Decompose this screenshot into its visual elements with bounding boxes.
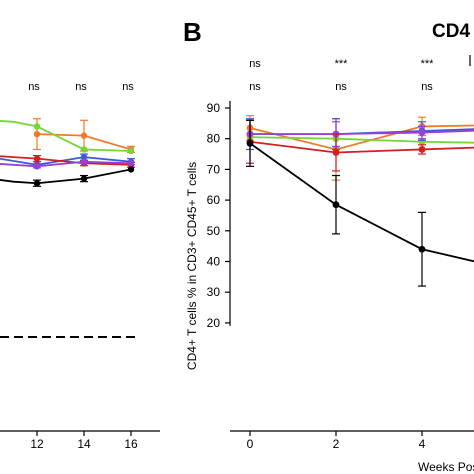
panel-b-y-tick-label: 80 (207, 132, 221, 146)
panel-b-series-4-point (418, 146, 426, 153)
panel-b-significance-row2: ns (421, 81, 433, 93)
panel-b-series-5 (246, 119, 474, 287)
panel-b: B CD4 20304050607080900246CD4+ T cells %… (183, 17, 474, 474)
panel-b-series-4-point (332, 149, 340, 156)
panel-a-series-4-point (127, 160, 135, 167)
panel-b-series-5-point (246, 139, 254, 147)
panel-a-series-4-point (80, 158, 88, 165)
panel-a-series-0-point (33, 130, 41, 138)
panel-b-title: CD4 (432, 21, 470, 42)
panel-a-series-1-point (33, 123, 41, 130)
panel-a-series-4 (0, 158, 135, 170)
panel-b-x-tick-label: 2 (333, 437, 340, 451)
panel-b-x-axis-label: Weeks Post (418, 460, 474, 474)
panel-a-series-4-line (0, 160, 132, 168)
panel-b-x-tick-label: 4 (419, 437, 426, 451)
panel-b-series-3-point (418, 129, 426, 136)
panel-a-x-tick-label: 16 (124, 437, 138, 451)
panel-b-y-tick-label: 20 (207, 316, 221, 330)
panel-a-partial: 12 ns 14 ns 16 ns (0, 81, 160, 451)
panel-a-series-3-line (0, 155, 132, 166)
panel-a-series-5 (0, 166, 135, 187)
panel-a-series-2-point (80, 153, 88, 161)
panel-a-x-tick-label: 14 (77, 437, 91, 451)
panel-a-series-5-point (33, 180, 41, 187)
panel-b-y-tick-label: 60 (207, 193, 221, 207)
panel-a-significance: ns (28, 81, 40, 93)
panel-b-series-5-line (249, 142, 474, 263)
panel-a-series-1-point (127, 147, 135, 155)
panel-b-x-tick-label: 0 (247, 437, 254, 451)
panel-a-significance: ns (122, 81, 134, 93)
panel-b-series-5-point (418, 245, 426, 253)
panel-b-y-axis-label: CD4+ T cells % in CD3+ CD45+ T cells (185, 162, 199, 370)
panel-b-series-4 (246, 119, 474, 172)
panel-b-series-5-point (332, 201, 340, 209)
panel-a-series-5-point (80, 175, 88, 182)
panel-b-y-tick-label: 70 (207, 162, 221, 176)
panel-b-significance-row1: *** (421, 58, 435, 70)
panel-a-series-5-line (0, 168, 132, 185)
panel-a-significance: ns (75, 81, 87, 93)
panel-b-y-tick-label: 50 (207, 224, 221, 238)
panel-b-significance-row2: ns (249, 81, 261, 93)
panel-b-significance-row1: ns (249, 58, 261, 70)
panel-a-series-1-point (80, 146, 88, 153)
panel-a-series-4-point (33, 163, 41, 170)
panel-b-y-tick-label: 40 (207, 255, 221, 269)
panel-a-x-tick-label: 12 (30, 437, 44, 451)
panel-a-series-3-point (33, 155, 41, 162)
panel-a-series-5-point (127, 166, 135, 173)
panel-b-series-1-line (249, 136, 474, 144)
panel-a-series-0-point (80, 132, 88, 139)
panel-b-letter: B (183, 17, 202, 47)
panel-b-y-tick-label: 90 (207, 101, 221, 115)
panel-a-series-1 (0, 120, 135, 155)
panel-b-significance-row2: ns (335, 81, 347, 93)
panel-b-significance-row1: *** (335, 58, 349, 70)
panel-b-y-tick-label: 30 (207, 285, 221, 299)
